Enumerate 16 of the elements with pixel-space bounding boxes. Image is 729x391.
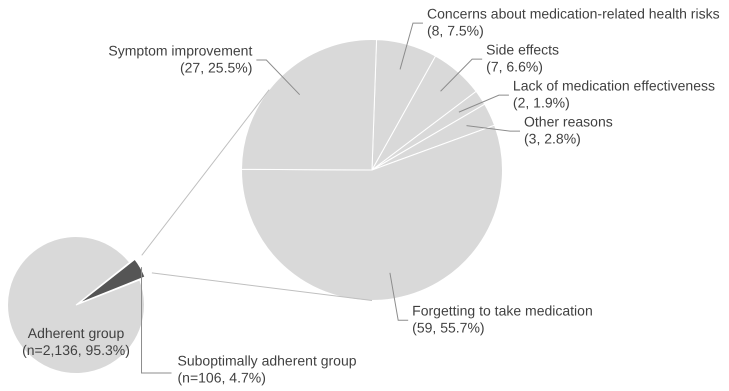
data-label: (n=2,136, 95.3%) (22, 342, 130, 358)
data-label: (2, 1.9%) (512, 94, 570, 110)
slice-label: Side effects (486, 41, 560, 58)
slice-label: Other reasons (524, 113, 613, 130)
slice-label: Suboptimally adherent group (178, 352, 357, 368)
data-label: (8, 7.5%) (426, 22, 484, 38)
data-label: (n=106, 4.7%) (178, 369, 266, 386)
slice-label: Lack of medication effectiveness (512, 77, 716, 94)
data-label: (27, 25.5%) (180, 59, 252, 76)
slice-label: Adherent group (28, 325, 124, 342)
slice-label: Concerns about medication-related health risks (426, 5, 720, 22)
data-label: (7, 6.6%) (486, 58, 543, 74)
data-label: (59, 55.7%) (412, 320, 485, 336)
slice-label: Symptom improvement (108, 42, 252, 58)
data-label: (3, 2.8%) (524, 130, 581, 146)
slice-label: Forgetting to take medication (412, 302, 593, 319)
